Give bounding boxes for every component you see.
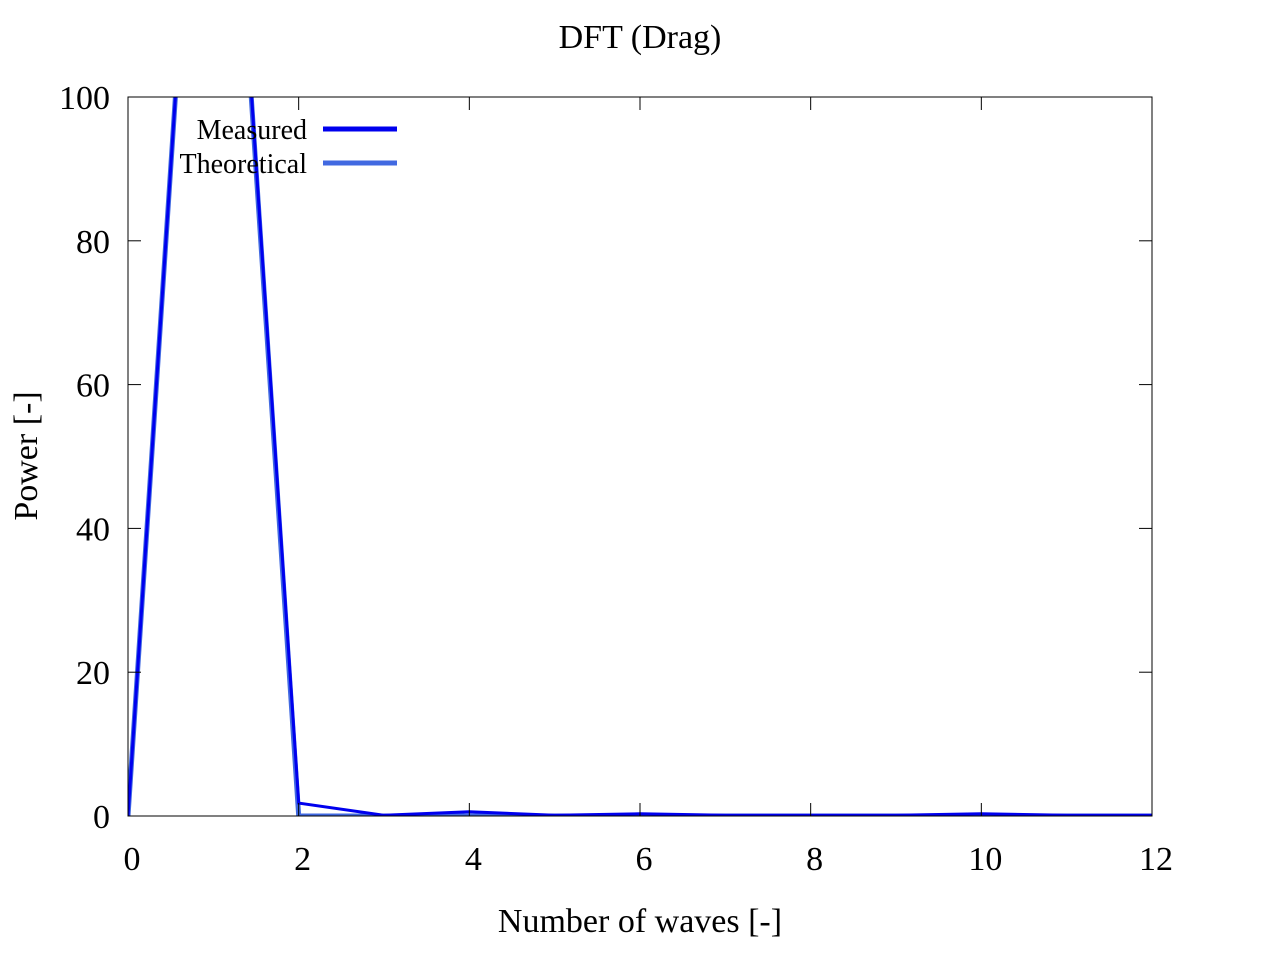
x-tick-label: 6 (636, 841, 653, 878)
legend-label-measured: Measured (197, 115, 307, 146)
x-tick-label: 12 (1139, 841, 1173, 878)
x-tick-label: 4 (465, 841, 482, 878)
y-tick-label: 20 (76, 655, 110, 692)
y-tick-label: 100 (59, 80, 110, 117)
plot-frame (127, 96, 1153, 817)
y-tick-label: 0 (93, 799, 110, 836)
x-tick-label: 2 (294, 841, 311, 878)
y-tick-label: 40 (76, 511, 110, 548)
x-axis-label: Number of waves [-] (498, 903, 782, 940)
y-axis-label: Power [-] (8, 391, 45, 520)
y-tick-label: 60 (76, 368, 110, 405)
ticks-layer: 0 2 4 6 8 10 12 0 20 40 60 80 100 (59, 80, 1173, 878)
x-tick-label: 8 (806, 841, 823, 878)
x-tick-label: 0 (124, 841, 141, 878)
x-tick-label: 10 (968, 841, 1002, 878)
y-tick-label: 80 (76, 224, 110, 261)
legend-label-theoretical: Theoretical (180, 149, 308, 180)
chart-title: DFT (Drag) (559, 19, 722, 56)
